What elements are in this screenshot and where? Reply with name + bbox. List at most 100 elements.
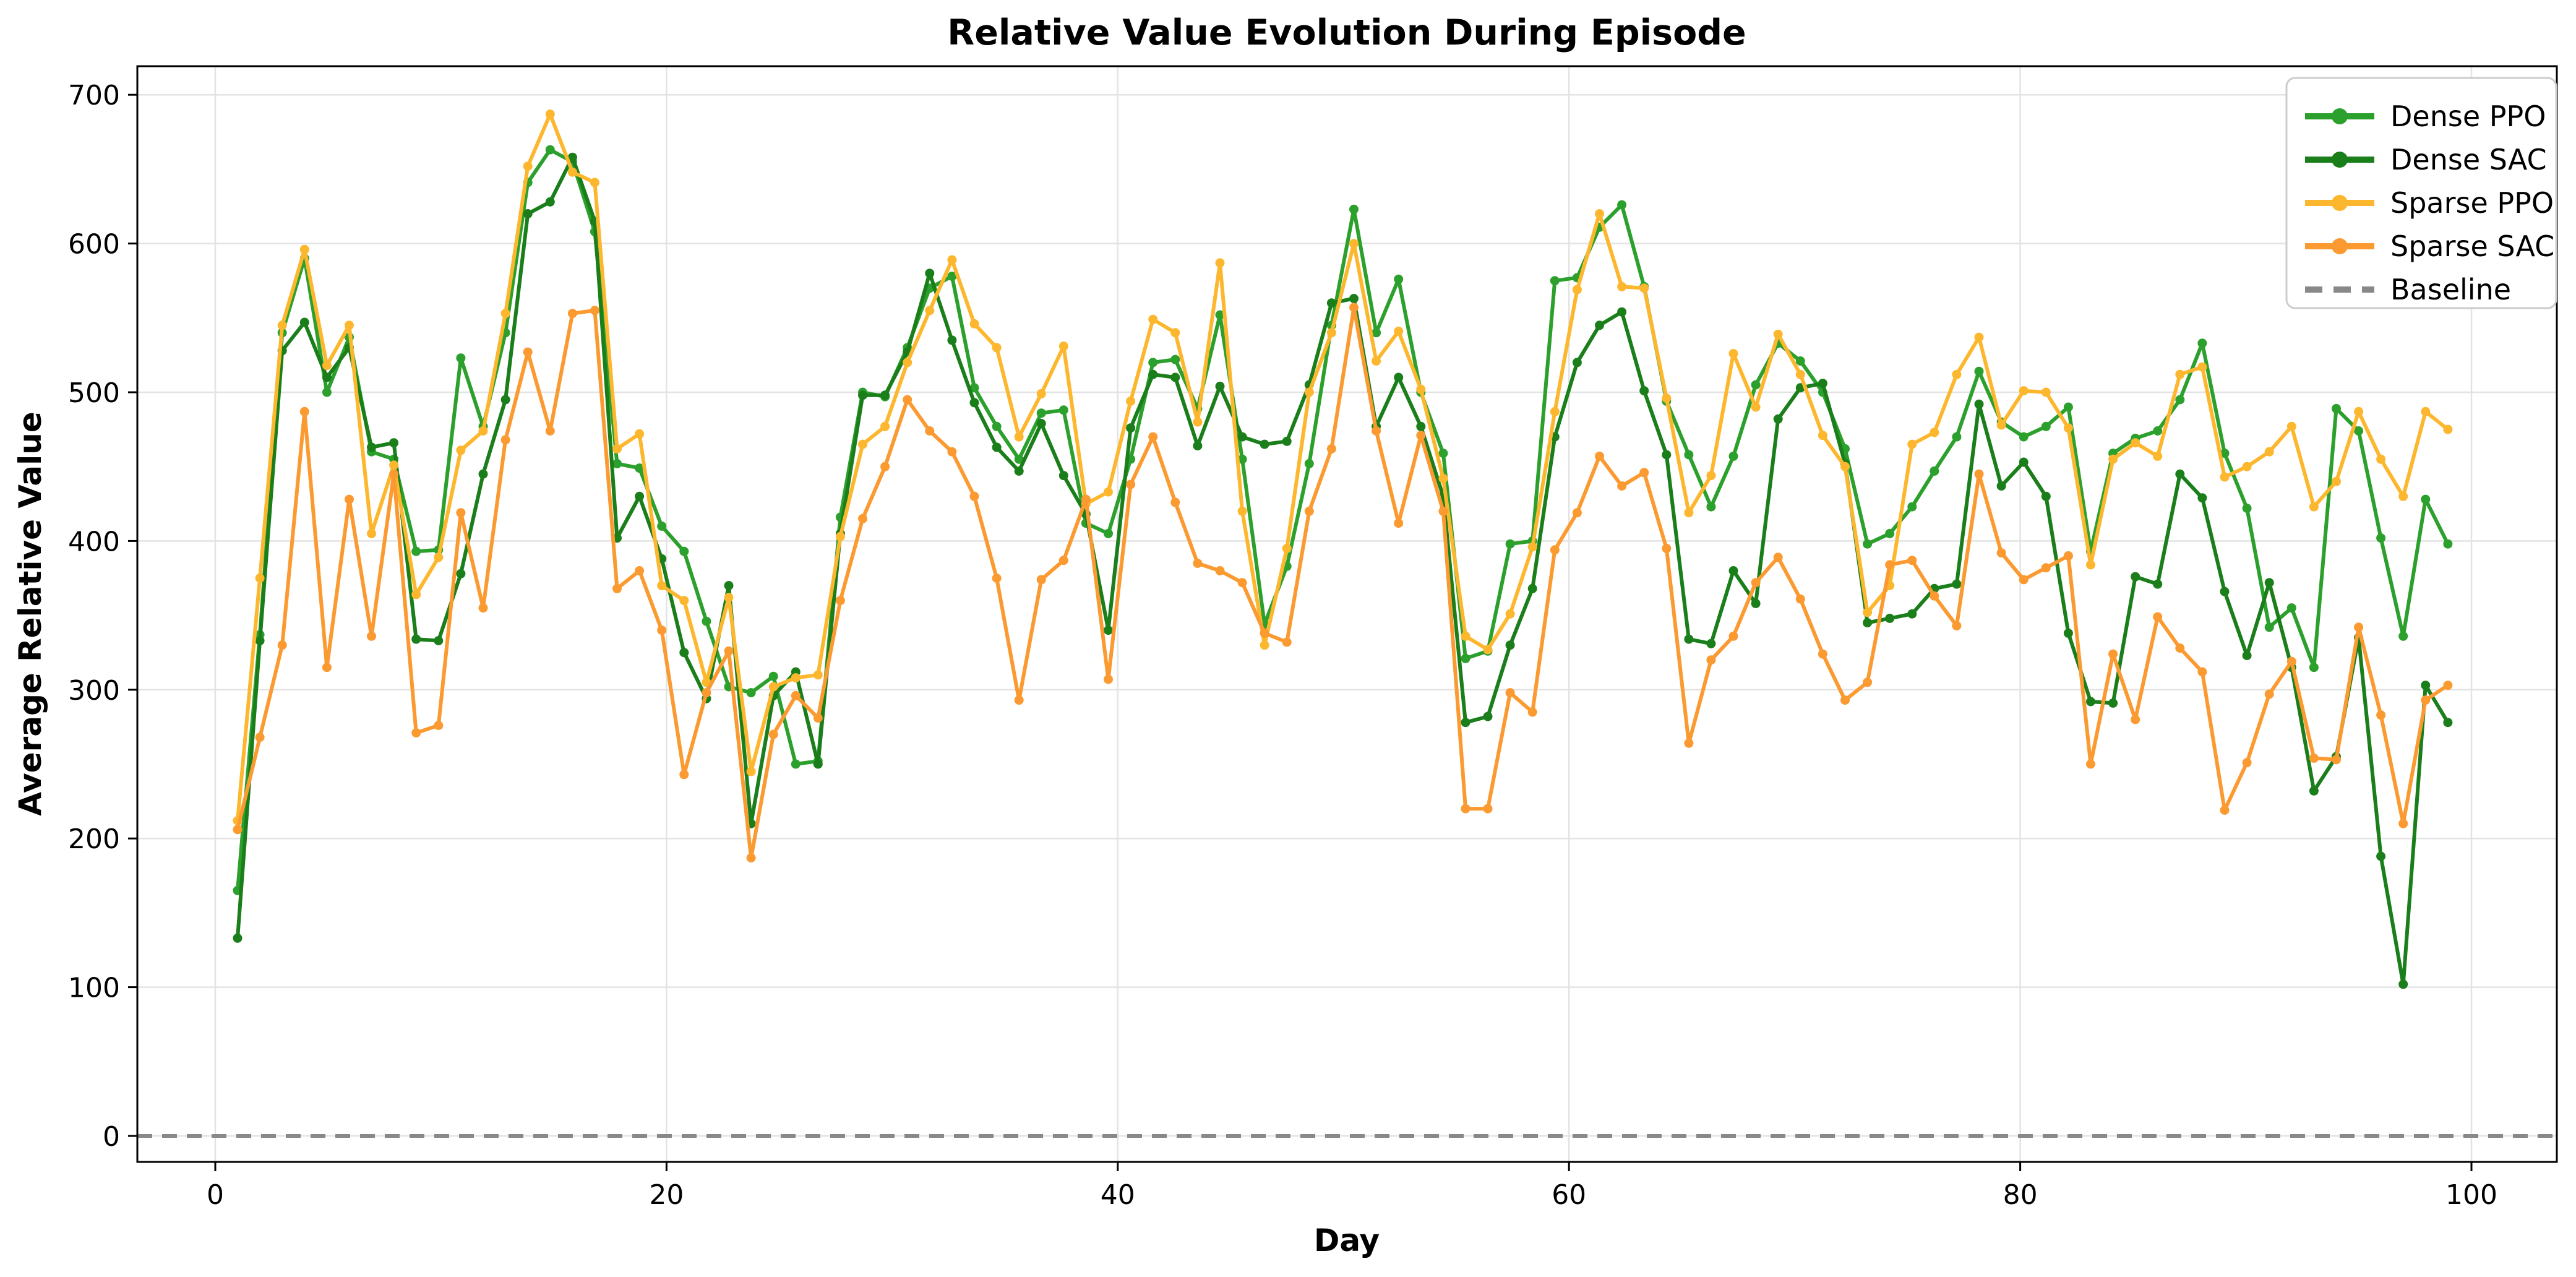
data-point-marker — [635, 429, 645, 439]
x-tick-label: 80 — [2003, 1179, 2038, 1211]
data-point-marker — [1952, 621, 1962, 630]
data-point-marker — [1438, 449, 1448, 458]
data-point-marker — [2220, 806, 2230, 815]
data-point-marker — [925, 426, 935, 436]
y-tick-label: 700 — [68, 80, 120, 111]
data-point-marker — [746, 853, 756, 862]
series-line — [236, 306, 2450, 860]
data-point-marker — [1036, 575, 1046, 585]
chart-title: Relative Value Evolution During Episode — [947, 12, 1746, 53]
x-axis-label: Day — [1314, 1223, 1380, 1258]
data-point-marker — [2398, 631, 2408, 641]
data-point-marker — [567, 167, 577, 177]
data-point-marker — [255, 733, 265, 742]
data-point-marker — [456, 353, 466, 363]
data-point-marker — [1148, 432, 1158, 442]
data-point-marker — [523, 161, 533, 171]
data-point-marker — [2153, 612, 2163, 622]
data-point-marker — [2354, 622, 2364, 632]
data-point-marker — [969, 398, 979, 408]
data-point-marker — [1974, 469, 1984, 479]
series-line — [236, 112, 2450, 823]
data-point-marker — [2041, 387, 2051, 397]
data-point-marker — [2398, 491, 2408, 501]
legend-label-dense-sac: Dense SAC — [2390, 143, 2547, 176]
y-axis-label: Average Relative Value — [12, 411, 48, 816]
data-point-marker — [992, 421, 1002, 431]
data-point-marker — [679, 770, 689, 780]
data-series — [233, 110, 2453, 989]
data-point-marker — [2332, 403, 2341, 413]
legend-item-dense-ppo: Dense PPO — [2305, 100, 2546, 133]
data-point-marker — [478, 603, 488, 613]
x-tick-label: 60 — [1552, 1179, 1586, 1211]
legend-box — [2285, 77, 2557, 309]
data-point-marker — [2286, 421, 2296, 431]
data-point-marker — [545, 110, 555, 119]
data-point-marker — [925, 306, 935, 316]
data-point-marker — [768, 729, 778, 739]
data-point-marker — [635, 566, 645, 575]
data-point-marker — [1930, 466, 1939, 476]
y-tick-label: 0 — [103, 1121, 120, 1153]
data-point-marker — [791, 673, 801, 683]
data-point-marker — [2197, 338, 2207, 348]
data-point-marker — [1684, 508, 1694, 518]
data-point-marker — [1215, 258, 1225, 268]
data-point-marker — [2443, 424, 2453, 434]
data-point-marker — [1326, 444, 1336, 454]
data-point-marker — [858, 439, 867, 449]
data-point-marker — [2443, 539, 2453, 549]
data-point-marker — [1349, 303, 1359, 312]
data-point-marker — [1706, 502, 1716, 512]
data-point-marker — [523, 209, 533, 218]
legend-label-sparse-sac: Sparse SAC — [2390, 230, 2554, 263]
data-point-marker — [657, 581, 667, 590]
data-point-marker — [411, 634, 421, 644]
data-point-marker — [724, 646, 734, 656]
data-point-marker — [1058, 405, 1068, 415]
data-point-marker — [2376, 710, 2386, 720]
data-point-marker — [1996, 481, 2006, 491]
data-point-marker — [2175, 469, 2185, 479]
data-point-marker — [2376, 851, 2386, 861]
data-point-marker — [2443, 681, 2453, 690]
data-point-marker — [2063, 423, 2073, 433]
data-point-marker — [1058, 556, 1068, 565]
data-point-marker — [322, 372, 332, 382]
legend-item-sparse-ppo: Sparse PPO — [2305, 186, 2554, 220]
data-point-marker — [1728, 349, 1738, 358]
data-point-marker — [1974, 332, 1984, 342]
data-point-marker — [1751, 402, 1761, 412]
data-point-marker — [2264, 689, 2274, 699]
data-point-marker — [1372, 356, 1381, 366]
data-point-marker — [1706, 655, 1716, 665]
data-point-marker — [903, 358, 912, 368]
series-sparse-sac — [233, 303, 2453, 862]
series-dense-ppo — [233, 145, 2453, 895]
data-point-marker — [813, 759, 823, 769]
data-point-marker — [1349, 294, 1359, 303]
data-point-marker — [1304, 506, 1314, 516]
legend-item-baseline: Baseline — [2305, 273, 2511, 306]
data-point-marker — [1081, 494, 1091, 504]
data-point-marker — [1148, 369, 1158, 379]
data-point-marker — [1684, 738, 1694, 748]
data-point-marker — [1974, 366, 1984, 376]
data-point-marker — [2421, 406, 2431, 416]
data-point-marker — [2019, 432, 2029, 442]
data-point-marker — [2175, 643, 2185, 653]
data-point-marker — [880, 462, 890, 471]
data-point-marker — [1572, 508, 1582, 518]
data-point-marker — [947, 447, 957, 457]
data-point-marker — [724, 593, 734, 603]
data-point-marker — [2309, 786, 2319, 796]
data-point-marker — [1483, 712, 1493, 721]
data-point-marker — [2041, 491, 2051, 501]
data-point-marker — [1461, 804, 1470, 814]
data-point-marker — [835, 596, 845, 606]
data-point-marker — [2153, 451, 2163, 461]
data-point-marker — [1996, 420, 2006, 430]
data-point-marker — [567, 309, 577, 319]
